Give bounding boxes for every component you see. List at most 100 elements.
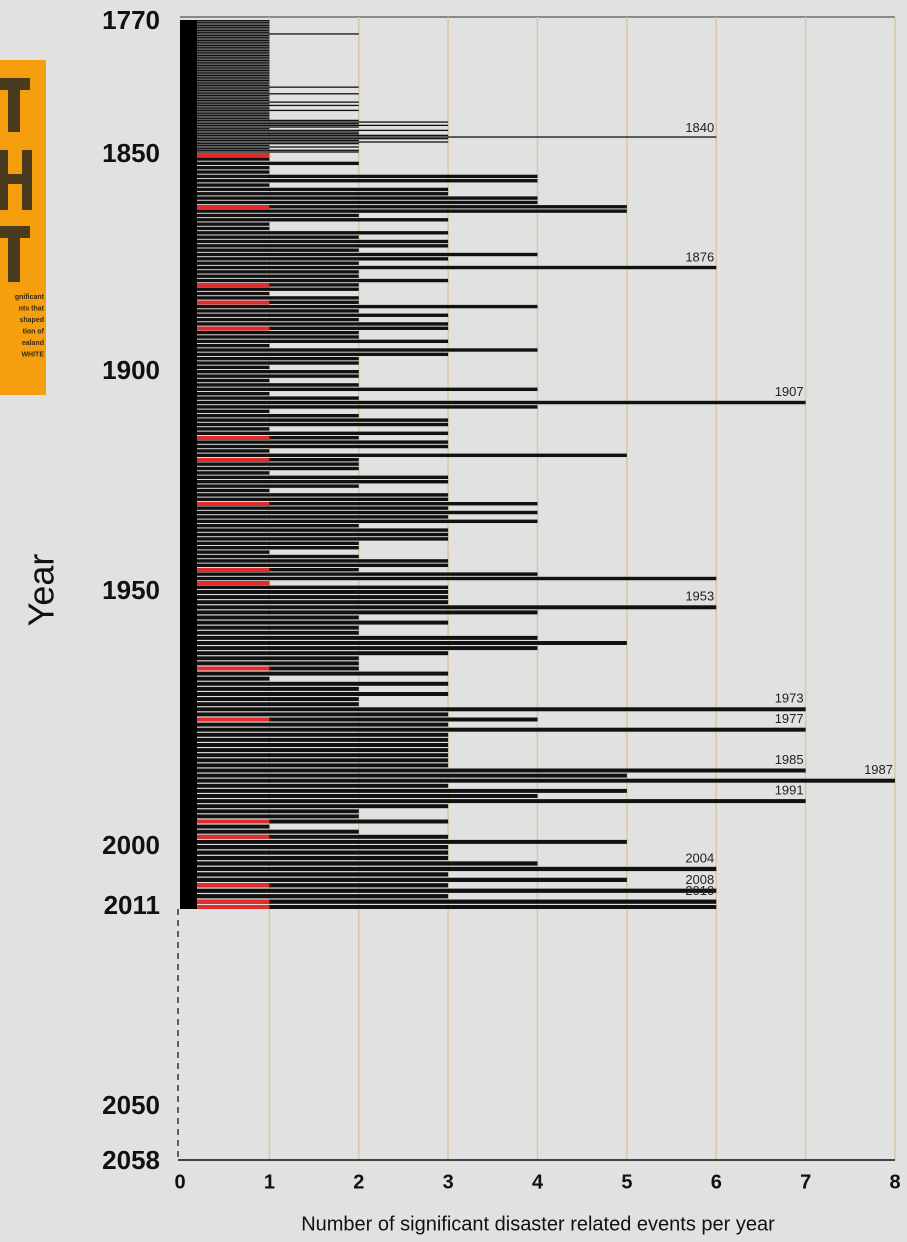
bar [180,244,449,248]
bar [180,330,359,335]
bar [180,89,270,92]
bar [180,69,270,72]
bar [180,192,449,196]
bar [180,213,359,218]
bar [180,141,449,143]
bar [180,81,270,83]
bar [180,41,270,43]
bar [180,651,449,656]
highlight-bar [197,153,270,157]
bar [180,174,538,179]
bar [180,109,359,112]
bar [180,313,449,317]
y-axis-label: Year [21,554,62,627]
bar [180,123,359,125]
bar [180,546,359,550]
cover-glyph [8,78,20,132]
bar [180,510,538,515]
bar [180,610,538,615]
bar [180,157,270,161]
bar [180,405,538,409]
bar [180,205,627,209]
bar [180,743,449,747]
bar [180,661,359,666]
bar [180,136,717,138]
highlight-bar [197,666,270,671]
highlight-bar [197,458,270,462]
annotation: 1907 [775,384,804,399]
highlight-bar [197,905,270,909]
bar [180,697,359,702]
bar [180,291,270,296]
annotation: 2004 [685,850,714,865]
bar [180,528,449,532]
bar [180,396,359,400]
bar [180,824,270,829]
bar [180,222,270,226]
bar [180,861,538,866]
bar [180,161,359,166]
bar [180,126,359,128]
bar [180,753,449,758]
cover-text: nts that [19,305,45,312]
bar [180,572,538,576]
bar [180,248,359,252]
bar [180,422,449,427]
bar [180,170,270,174]
bar [180,64,270,67]
y-tick-label: 1850 [102,138,160,168]
bar [180,431,449,436]
bar [180,148,270,150]
bar [180,519,538,524]
bar [180,374,359,378]
highlight-bar [197,819,270,824]
highlight-bar [197,436,270,440]
bar [180,778,895,783]
x-tick-label: 4 [532,1171,544,1193]
bar [180,717,538,722]
y-tick-label: 2058 [102,1145,160,1175]
annotation: 1953 [685,589,714,604]
bar [180,625,359,630]
bar [180,409,270,414]
bar [180,484,359,488]
bar [180,497,449,502]
bar [180,34,270,37]
bar [180,365,270,370]
bar [180,722,449,727]
bar [180,46,270,48]
bar [180,630,359,635]
annotation: 1985 [775,752,804,767]
bar [180,343,270,348]
bar [180,278,449,283]
bar [180,31,270,33]
bar [180,83,270,85]
bar [180,38,270,40]
bar [180,466,359,471]
highlight-bar [197,300,270,305]
bar-base [180,20,197,909]
bar [180,748,449,753]
bar [180,605,717,610]
bar [180,143,359,145]
bar [180,322,449,326]
bar [180,138,449,140]
bar [180,834,449,839]
bar [180,106,270,108]
bar [180,635,538,640]
bar [180,732,449,737]
bar [180,502,538,506]
bar [180,532,449,537]
annotation: 1987 [864,762,893,777]
bar [180,66,270,68]
bar [180,218,449,222]
bar [180,809,359,814]
bar [180,20,270,22]
x-tick-label: 6 [711,1171,722,1193]
bar [180,819,449,824]
cover-glyph [8,226,20,282]
bar [180,378,270,383]
bar [180,239,449,244]
bar [180,348,538,352]
bar [180,317,359,322]
